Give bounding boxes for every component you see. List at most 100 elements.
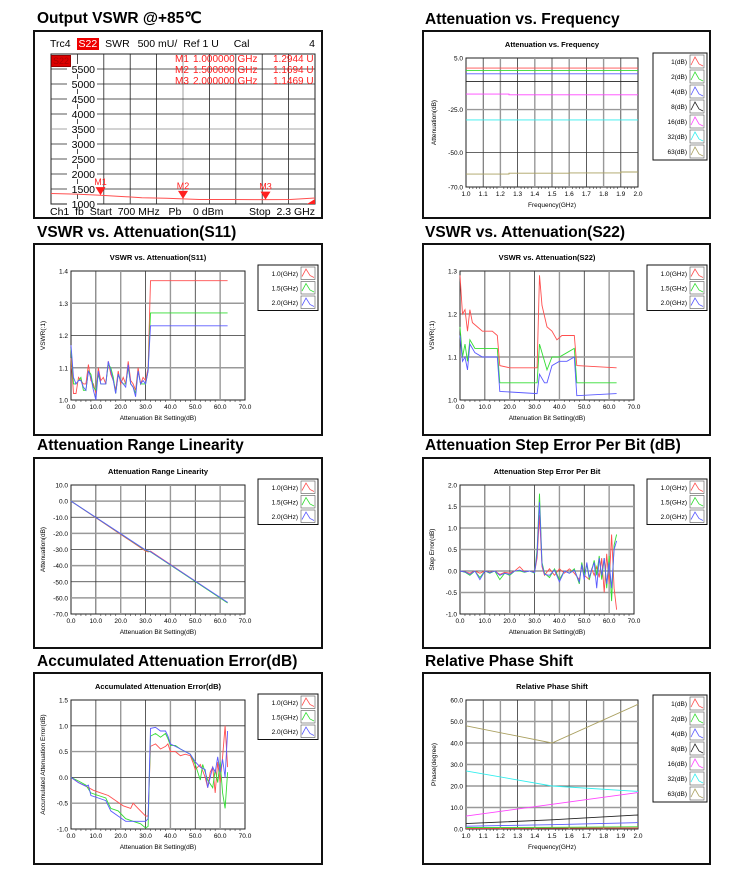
y-tick-label: 1.1	[59, 365, 68, 372]
legend-line-icon	[301, 697, 315, 707]
legend-label: 1.0(GHz)	[272, 700, 298, 707]
x-tick-label: 60.0	[603, 618, 616, 625]
x-tick-label: 0.0	[455, 618, 464, 625]
y-tick-label: 10.0	[55, 483, 68, 490]
legend-swatch	[300, 295, 316, 309]
legend-label: 1.5(GHz)	[661, 286, 687, 293]
x-axis-label: Frequency(GHz)	[528, 202, 576, 209]
series-line-1.0ghz	[459, 275, 617, 369]
legend-label: 1.5(GHz)	[272, 500, 298, 507]
x-tick-label: 1.8	[599, 833, 608, 840]
format-label: SWR	[105, 38, 130, 50]
legend-swatch	[689, 281, 705, 295]
accumulated-error-chart: Accumulated Attenuation Error(dB) 0.0 10.0…	[40, 682, 319, 851]
series-line-2.0ghz	[70, 500, 228, 603]
x-tick-label: 0.0	[66, 618, 75, 625]
heading-vswr-s22: VSWR vs. Attenuation(S22)	[425, 224, 626, 241]
x-tick-label: 1.6	[565, 191, 574, 198]
y-tick-label: 1.0	[448, 526, 457, 533]
x-tick-label: 70.0	[628, 618, 641, 625]
legend-label: 4(dB)	[671, 89, 687, 96]
y-tick-label: 0.0	[59, 775, 68, 782]
vna-y-tick-label: 4000	[72, 109, 96, 121]
legend-swatch	[300, 695, 316, 709]
legend-swatch	[300, 509, 316, 523]
legend-label: 16(dB)	[667, 761, 687, 768]
legend-line-icon	[690, 146, 704, 157]
legend-label: 1.0(GHz)	[272, 271, 298, 278]
vna-trace	[50, 193, 316, 201]
series-line-63db	[465, 703, 639, 744]
x-tick-label: 1.3	[513, 191, 522, 198]
legend: 1.0(GHz) 1.5(GHz) 2.0(GHz)	[257, 264, 319, 311]
x-tick-label: 1.1	[479, 191, 488, 198]
legend-swatch	[689, 771, 705, 786]
legend-line-icon	[690, 482, 704, 492]
legend-label: 1(dB)	[671, 701, 687, 708]
chart-title: Accumulated Attenuation Error(dB)	[95, 682, 221, 691]
x-tick-label: 10.0	[90, 618, 103, 625]
x-tick-label: 70.0	[239, 404, 252, 411]
range-linearity-chart: Attenuation Range Linearity 0.0 10.0 20.0 30…	[40, 467, 319, 636]
x-tick-label: 30.0	[139, 833, 152, 840]
y-axis-label: Attenuation(dB)	[431, 100, 438, 145]
x-tick-label: 60.0	[214, 833, 227, 840]
y-tick-label: -0.5	[446, 590, 458, 597]
chart-title: VSWR vs. Attenuation(S22)	[499, 253, 596, 262]
heading-accumulated-error: Accumulated Attenuation Error(dB)	[37, 653, 298, 670]
x-tick-label: 2.0	[633, 191, 642, 198]
legend-label: 2.0(GHz)	[661, 300, 687, 307]
y-tick-label: 0.5	[448, 547, 457, 554]
step-error-chart: Attenuation Step Error Per Bit 0.0 10.0 20.…	[429, 467, 708, 636]
y-tick-label: 1.1	[448, 355, 457, 362]
legend-line-icon	[690, 511, 704, 521]
vswr-s22-chart: VSWR vs. Attenuation(S22) 0.0 10.0 20.0 30.0…	[429, 253, 708, 422]
legend-line-icon	[690, 728, 704, 739]
x-tick-label: 0.0	[455, 404, 464, 411]
param-badge[interactable]: S22	[76, 38, 100, 50]
x-tick-label: 1.9	[616, 833, 625, 840]
y-tick-label: -60.0	[53, 595, 68, 602]
y-tick-label: 10.0	[450, 805, 463, 812]
x-tick-label: 70.0	[239, 833, 252, 840]
legend-line-icon	[301, 482, 315, 492]
legend-swatch	[689, 711, 705, 726]
series-line-16db	[465, 792, 639, 817]
x-tick-label: 20.0	[114, 833, 127, 840]
legend-label: 63(dB)	[667, 791, 687, 798]
relative-phase-chart: Relative Phase Shift 1.0 1.1 1.2 1.3 1.4 1.5 1.…	[431, 682, 708, 851]
vna-display-panel: 1000 1500 2000 2500 3000 3500 4000 4500 5000 5500…	[33, 30, 323, 219]
x-axis-label: Frequency(GHz)	[528, 844, 576, 851]
x-tick-label: 40.0	[164, 618, 177, 625]
y-tick-label: 1.2	[59, 333, 68, 340]
y-axis-label: VSWR(:1)	[40, 321, 47, 350]
attenuation-vs-frequency-panel: Attenuation vs. Frequency 1.0 1.1 1.2 1.3 1.4…	[422, 30, 711, 219]
legend-swatch	[300, 710, 316, 724]
chart-title: Attenuation Step Error Per Bit	[494, 467, 601, 476]
legend-label: 32(dB)	[667, 776, 687, 783]
legend-label: 1.0(GHz)	[272, 485, 298, 492]
legend-swatch	[689, 266, 705, 280]
vna-label-bg	[67, 154, 97, 164]
legend-line-icon	[301, 282, 315, 293]
legend-line-icon	[301, 268, 315, 278]
legend-line-icon	[690, 86, 704, 97]
plot-area	[459, 270, 635, 401]
x-axis-label: Attenuation Bit Setting(dB)	[509, 415, 586, 422]
y-tick-label: 0.5	[59, 749, 68, 756]
y-tick-label: 1.0	[59, 398, 68, 405]
legend-line-icon	[301, 726, 315, 736]
y-tick-label: 50.0	[450, 719, 463, 726]
legend-label: 16(dB)	[667, 119, 687, 126]
y-tick-label: -20.0	[53, 531, 68, 538]
series-line-8db	[465, 814, 639, 825]
legend-line-icon	[690, 788, 704, 799]
vna-y-tick-label: 2500	[72, 154, 96, 166]
marker-table: M1 1.000000 GHz 1.2944 U M2 1.500000 GHz 1.1…	[175, 54, 314, 87]
x-tick-label: 50.0	[578, 404, 591, 411]
vna-label-bg	[67, 139, 97, 149]
x-tick-label: 1.5	[547, 833, 556, 840]
series-line-1.5ghz	[459, 326, 617, 384]
series-line-1.5ghz	[70, 732, 229, 829]
x-axis-label: Attenuation Bit Setting(dB)	[120, 844, 197, 851]
